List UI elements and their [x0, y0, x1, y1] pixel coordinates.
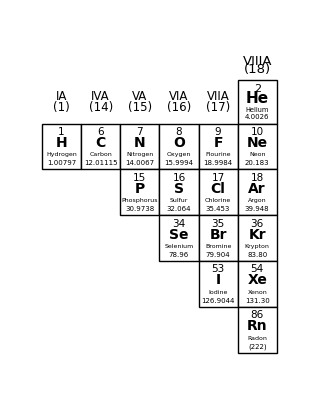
Text: (18): (18) [244, 63, 271, 76]
Text: Br: Br [209, 228, 227, 242]
Text: Iodine: Iodine [208, 290, 228, 295]
Text: Rn: Rn [247, 319, 267, 333]
Bar [120, 124, 160, 170]
Bar [198, 170, 238, 215]
Text: Xe: Xe [247, 274, 267, 288]
Text: 18: 18 [251, 173, 264, 183]
Text: IA: IA [56, 90, 67, 103]
Text: 83.80: 83.80 [247, 252, 267, 258]
Text: 2: 2 [254, 84, 261, 94]
Text: VA: VA [132, 90, 147, 103]
Text: (222): (222) [248, 344, 267, 350]
Text: Bromine: Bromine [205, 244, 231, 249]
Text: He: He [246, 91, 269, 106]
Text: 32.064: 32.064 [167, 206, 191, 212]
Text: 36: 36 [251, 218, 264, 228]
Text: Neon: Neon [249, 152, 266, 157]
Text: (15): (15) [128, 100, 152, 114]
Text: N: N [134, 136, 146, 150]
Text: P: P [135, 182, 145, 196]
Text: IVA: IVA [91, 90, 110, 103]
Text: VIIA: VIIA [207, 90, 230, 103]
Text: 131.30: 131.30 [245, 298, 270, 304]
Text: 39.948: 39.948 [245, 206, 270, 212]
Text: 12.01115: 12.01115 [84, 160, 118, 166]
Bar [238, 124, 277, 170]
Bar [160, 124, 198, 170]
Text: 30.9738: 30.9738 [125, 206, 155, 212]
Text: Hydrogen: Hydrogen [46, 152, 77, 157]
Text: Chlorine: Chlorine [205, 198, 231, 203]
Bar [238, 170, 277, 215]
Bar [198, 124, 238, 170]
Text: 20.183: 20.183 [245, 160, 270, 166]
Text: 35: 35 [211, 218, 225, 228]
Bar [238, 261, 277, 307]
Text: Cl: Cl [211, 182, 225, 196]
Text: 4.0026: 4.0026 [245, 114, 269, 120]
Bar [238, 215, 277, 261]
Text: Ar: Ar [248, 182, 266, 196]
Bar [238, 80, 277, 124]
Text: Se: Se [169, 228, 189, 242]
Text: (16): (16) [167, 100, 191, 114]
Bar [120, 170, 160, 215]
Text: Radon: Radon [247, 336, 267, 341]
Text: 15: 15 [133, 173, 146, 183]
Text: 78.96: 78.96 [169, 252, 189, 258]
Text: C: C [95, 136, 106, 150]
Text: Xenon: Xenon [247, 290, 267, 295]
Text: Krypton: Krypton [245, 244, 270, 249]
Text: 34: 34 [172, 218, 186, 228]
Text: I: I [216, 274, 221, 288]
Text: 10: 10 [251, 127, 264, 137]
Text: Helium: Helium [246, 106, 269, 112]
Text: 18.9984: 18.9984 [203, 160, 233, 166]
Text: 1.00797: 1.00797 [47, 160, 76, 166]
Text: S: S [174, 182, 184, 196]
Text: O: O [173, 136, 185, 150]
Text: 16: 16 [172, 173, 186, 183]
Text: Oxygen: Oxygen [167, 152, 191, 157]
Text: F: F [213, 136, 223, 150]
Text: Kr: Kr [248, 228, 266, 242]
Text: VIA: VIA [169, 90, 189, 103]
Text: 7: 7 [137, 127, 143, 137]
Text: 17: 17 [211, 173, 225, 183]
Text: 79.904: 79.904 [206, 252, 230, 258]
Bar [160, 170, 198, 215]
Bar [160, 215, 198, 261]
Text: Carbon: Carbon [89, 152, 112, 157]
Text: Ne: Ne [247, 136, 268, 150]
Text: Flourine: Flourine [205, 152, 231, 157]
Text: VIIIA: VIIIA [243, 55, 272, 68]
Text: 14.0067: 14.0067 [125, 160, 154, 166]
Text: Sulfur: Sulfur [170, 198, 188, 203]
Text: 15.9994: 15.9994 [165, 160, 193, 166]
Text: (14): (14) [89, 100, 113, 114]
Text: Argon: Argon [248, 198, 267, 203]
Text: 6: 6 [97, 127, 104, 137]
Bar [42, 124, 81, 170]
Text: 53: 53 [211, 264, 225, 274]
Text: 8: 8 [176, 127, 182, 137]
Text: (17): (17) [206, 100, 230, 114]
Text: 1: 1 [58, 127, 65, 137]
Text: 54: 54 [251, 264, 264, 274]
Bar [81, 124, 120, 170]
Text: 35.453: 35.453 [206, 206, 230, 212]
Bar [198, 261, 238, 307]
Text: 126.9044: 126.9044 [202, 298, 235, 304]
Text: 9: 9 [215, 127, 221, 137]
Text: H: H [56, 136, 67, 150]
Bar [238, 307, 277, 353]
Text: Phosphorus: Phosphorus [122, 198, 158, 203]
Bar [198, 215, 238, 261]
Text: Nitrogen: Nitrogen [126, 152, 153, 157]
Text: (1): (1) [53, 100, 70, 114]
Text: 86: 86 [251, 310, 264, 320]
Text: Selenium: Selenium [164, 244, 193, 249]
